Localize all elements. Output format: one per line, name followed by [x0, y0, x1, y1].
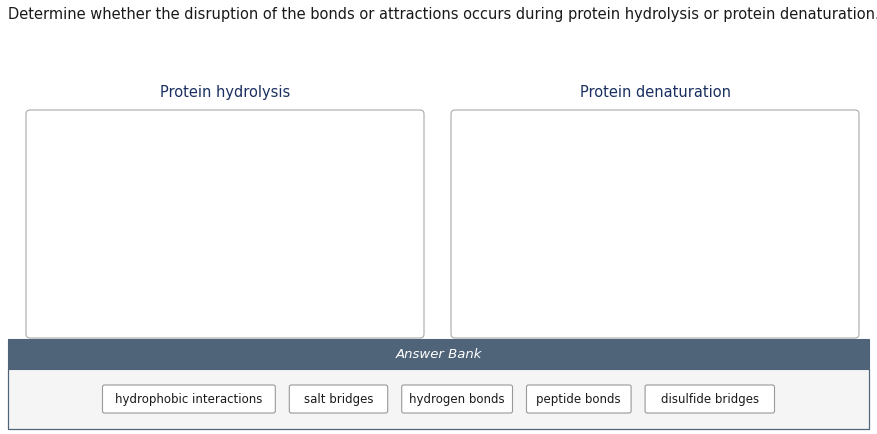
FancyBboxPatch shape [26, 111, 424, 338]
FancyBboxPatch shape [645, 385, 774, 413]
Text: salt bridges: salt bridges [303, 393, 374, 405]
Text: peptide bonds: peptide bonds [537, 393, 621, 405]
FancyBboxPatch shape [103, 385, 275, 413]
FancyBboxPatch shape [8, 339, 869, 369]
Text: Determine whether the disruption of the bonds or attractions occurs during prote: Determine whether the disruption of the … [8, 7, 877, 22]
FancyBboxPatch shape [289, 385, 388, 413]
Text: Protein denaturation: Protein denaturation [580, 85, 731, 100]
Text: disulfide bridges: disulfide bridges [660, 393, 759, 405]
Text: Protein hydrolysis: Protein hydrolysis [160, 85, 290, 100]
Text: hydrophobic interactions: hydrophobic interactions [115, 393, 262, 405]
FancyBboxPatch shape [8, 369, 869, 429]
FancyBboxPatch shape [526, 385, 631, 413]
FancyBboxPatch shape [451, 111, 859, 338]
Text: Answer Bank: Answer Bank [396, 348, 481, 361]
FancyBboxPatch shape [402, 385, 512, 413]
Text: hydrogen bonds: hydrogen bonds [410, 393, 505, 405]
